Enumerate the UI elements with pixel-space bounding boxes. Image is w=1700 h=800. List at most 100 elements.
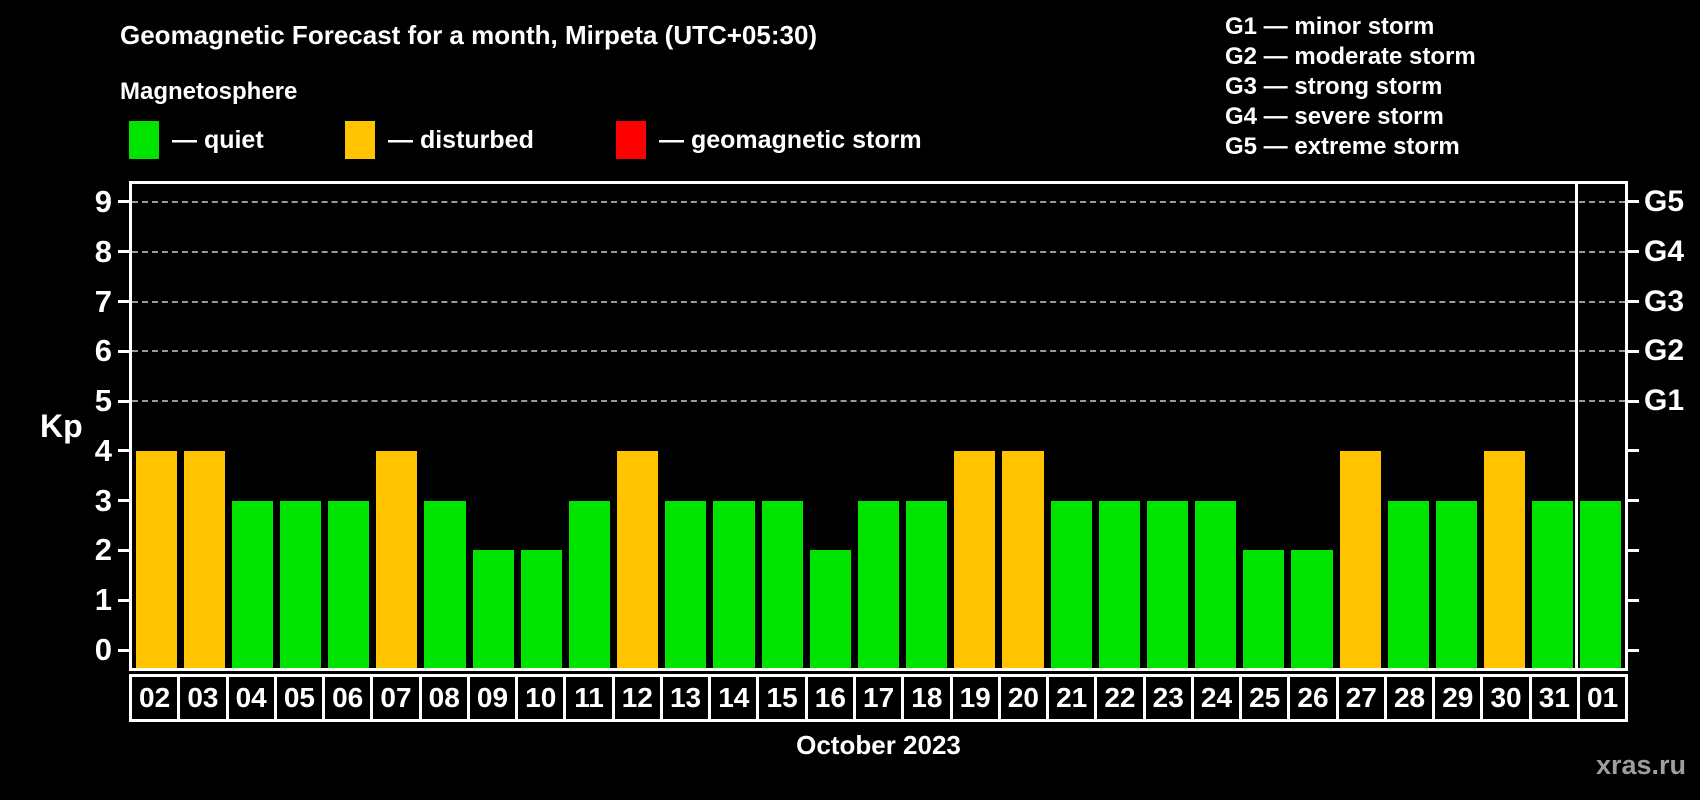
date-cell-29: 29 bbox=[1432, 674, 1484, 722]
kp-tick-label-2: 2 bbox=[94, 532, 112, 568]
quiet-swatch bbox=[129, 121, 159, 159]
date-cell-10: 10 bbox=[515, 674, 567, 722]
left-tick-6 bbox=[118, 349, 129, 353]
gridline-kp-7 bbox=[132, 300, 1625, 303]
magnetosphere-label: Magnetosphere bbox=[120, 78, 298, 105]
g-legend-line-4: G4 — severe storm bbox=[1225, 103, 1444, 130]
kp-bar-18 bbox=[906, 500, 948, 668]
g-legend-line-5: G5 — extreme storm bbox=[1225, 133, 1460, 160]
kp-bar-29 bbox=[1435, 500, 1477, 668]
left-tick-8 bbox=[118, 250, 129, 254]
x-axis-date-row: 02 03 04 05 06 07 08 09 10 11 12 13 14 15 16 17 18 19 20 21… bbox=[129, 674, 1629, 722]
kp-bar-14 bbox=[713, 500, 755, 668]
kp-bar-02 bbox=[135, 450, 177, 668]
left-tick-1 bbox=[118, 598, 129, 602]
kp-tick-label-0: 0 bbox=[94, 632, 112, 668]
gridline-kp-5 bbox=[132, 400, 1625, 403]
left-tick-4 bbox=[118, 449, 129, 453]
date-cell-27: 27 bbox=[1335, 674, 1387, 722]
legend-item-quiet: — quiet bbox=[129, 121, 264, 159]
kp-bar-09 bbox=[472, 550, 514, 668]
right-tick-1 bbox=[1628, 598, 1639, 602]
date-cell-07: 07 bbox=[370, 674, 422, 722]
date-cell-16: 16 bbox=[804, 674, 856, 722]
kp-tick-label-5: 5 bbox=[94, 383, 112, 419]
gridline-kp-6 bbox=[132, 350, 1625, 353]
kp-bar-08 bbox=[424, 500, 466, 668]
watermark: xras.ru bbox=[1595, 750, 1686, 780]
date-cell-18: 18 bbox=[901, 674, 953, 722]
date-cell-08: 08 bbox=[418, 674, 470, 722]
date-cell-15: 15 bbox=[756, 674, 808, 722]
left-tick-2 bbox=[118, 548, 129, 552]
x-axis-month-label: October 2023 bbox=[796, 730, 961, 760]
plot-area: 0 1 2 3 4 5 6 7 8 9 G1 G2 G3 G4 G5 bbox=[95, 181, 1684, 671]
kp-bar-15 bbox=[761, 500, 803, 668]
date-cell-25: 25 bbox=[1239, 674, 1291, 722]
kp-bar-17 bbox=[857, 500, 900, 668]
g-legend-line-2: G2 — moderate storm bbox=[1225, 43, 1476, 70]
date-cell-17: 17 bbox=[852, 674, 905, 722]
kp-bar-07 bbox=[376, 450, 418, 668]
date-cell-03: 03 bbox=[177, 674, 229, 722]
date-cell-12: 12 bbox=[611, 674, 663, 722]
kp-bar-27 bbox=[1339, 450, 1381, 668]
date-cell-20: 20 bbox=[997, 674, 1050, 722]
date-cell-09: 09 bbox=[466, 674, 519, 722]
gridline-kp-9 bbox=[132, 200, 1625, 203]
date-cell-30: 30 bbox=[1480, 674, 1532, 722]
legend-label-storm: — geomagnetic storm bbox=[659, 125, 922, 154]
date-cell-14: 14 bbox=[708, 674, 760, 722]
left-tick-3 bbox=[118, 499, 129, 503]
date-cell-21: 21 bbox=[1046, 674, 1098, 722]
left-tick-7 bbox=[118, 300, 129, 303]
kp-bar-12 bbox=[617, 450, 659, 668]
right-tick-0 bbox=[1628, 648, 1639, 652]
g-tick-label-G2: G2 bbox=[1644, 334, 1685, 368]
right-tick-9 bbox=[1628, 200, 1639, 204]
kp-bar-26 bbox=[1291, 550, 1333, 668]
gridline-kp-8 bbox=[132, 250, 1625, 253]
kp-bar-22 bbox=[1098, 500, 1140, 668]
right-tick-8 bbox=[1628, 250, 1639, 254]
right-tick-2 bbox=[1628, 548, 1639, 552]
g-tick-label-G1: G1 bbox=[1644, 384, 1685, 418]
date-cell-24: 24 bbox=[1190, 674, 1243, 722]
g-tick-label-G3: G3 bbox=[1644, 284, 1685, 318]
date-cell-23: 23 bbox=[1142, 674, 1194, 722]
kp-bar-11 bbox=[568, 500, 611, 668]
kp-bar-20 bbox=[1002, 450, 1044, 668]
date-cell-04: 04 bbox=[225, 674, 277, 722]
right-tick-3 bbox=[1628, 499, 1639, 503]
left-tick-5 bbox=[118, 399, 129, 403]
kp-bar-24 bbox=[1195, 500, 1237, 668]
kp-bar-06 bbox=[328, 500, 370, 668]
kp-bar-10 bbox=[520, 550, 562, 668]
date-cell-02: 02 bbox=[129, 674, 181, 722]
kp-bar-05 bbox=[279, 500, 322, 668]
right-tick-5 bbox=[1628, 399, 1639, 403]
kp-bar-25 bbox=[1243, 550, 1285, 668]
kp-bar-16 bbox=[809, 550, 851, 668]
g-legend-line-3: G3 — strong storm bbox=[1225, 73, 1443, 100]
kp-bar-03 bbox=[183, 450, 225, 668]
kp-tick-label-4: 4 bbox=[94, 432, 112, 468]
g-tick-label-G4: G4 bbox=[1644, 234, 1685, 268]
date-cell-01: 01 bbox=[1576, 674, 1629, 722]
month-boundary-line bbox=[1575, 184, 1579, 668]
kp-bar-13 bbox=[665, 500, 707, 668]
date-cell-05: 05 bbox=[273, 674, 326, 722]
right-tick-7 bbox=[1628, 300, 1639, 303]
legend-item-storm: — geomagnetic storm bbox=[616, 121, 922, 159]
left-tick-0 bbox=[118, 648, 129, 652]
right-tick-6 bbox=[1628, 349, 1639, 353]
legend-label-disturbed: — disturbed bbox=[388, 125, 534, 154]
right-tick-4 bbox=[1628, 449, 1639, 453]
legend-label-quiet: — quiet bbox=[172, 125, 264, 154]
date-cell-11: 11 bbox=[563, 674, 615, 722]
chart-title: Geomagnetic Forecast for a month, Mirpet… bbox=[120, 20, 818, 50]
g-scale-legend: G1 — minor storm G2 — moderate storm G3 — … bbox=[1225, 12, 1476, 162]
g-legend-line-1: G1 — minor storm bbox=[1225, 13, 1435, 40]
date-cell-31: 31 bbox=[1528, 674, 1580, 722]
